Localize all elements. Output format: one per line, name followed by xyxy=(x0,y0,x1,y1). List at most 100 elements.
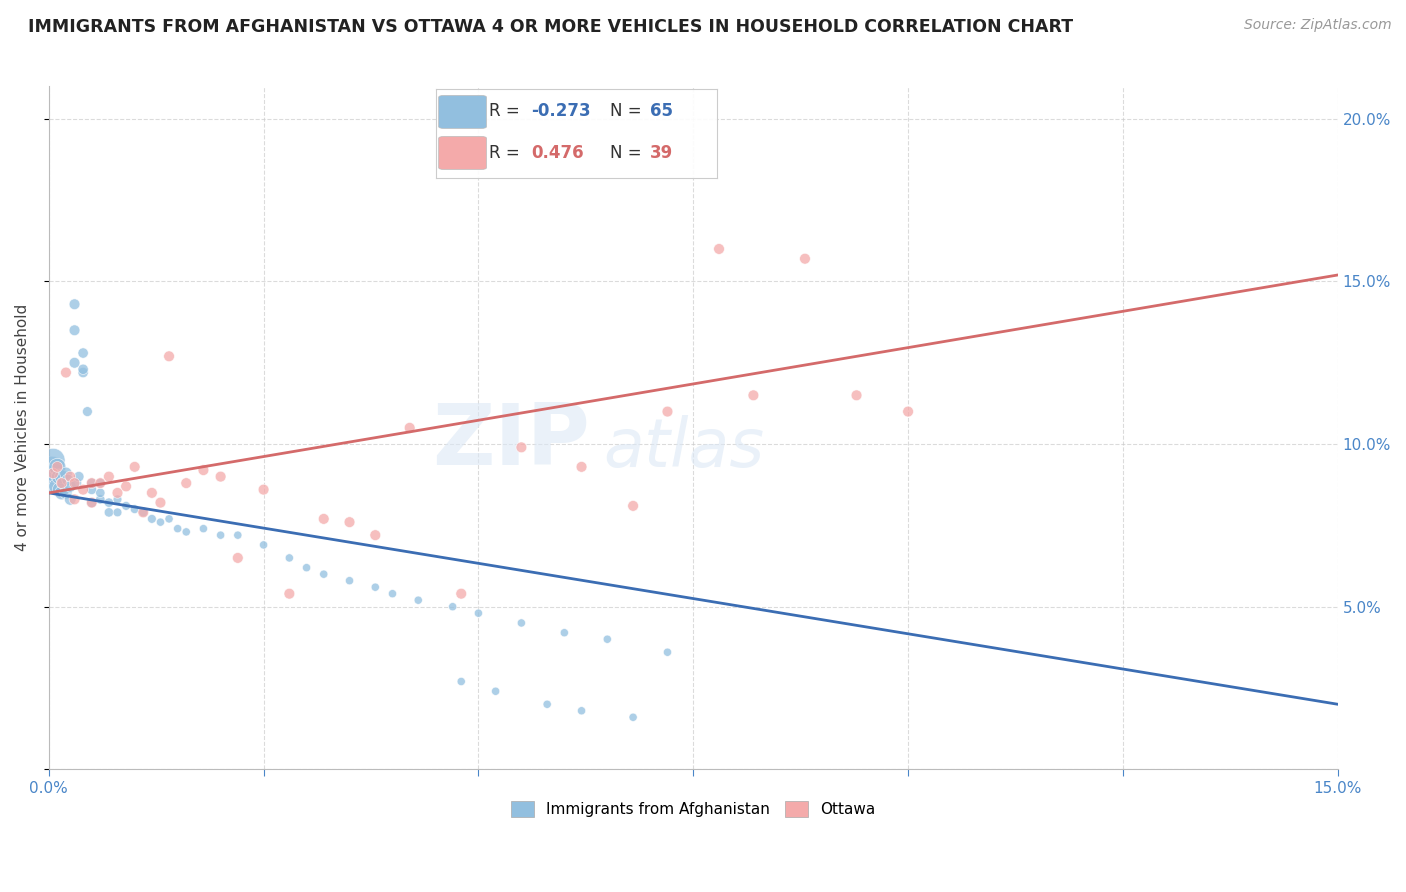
Point xyxy=(72,346,94,360)
Point xyxy=(51,469,73,483)
Point xyxy=(141,486,163,500)
Point xyxy=(49,483,72,497)
Point xyxy=(63,356,86,370)
Point xyxy=(124,459,146,474)
Point xyxy=(157,349,180,363)
Point xyxy=(89,492,111,507)
Point xyxy=(63,492,86,507)
Point xyxy=(65,476,87,491)
Point xyxy=(897,404,920,418)
Text: 0.476: 0.476 xyxy=(531,145,583,162)
Point xyxy=(312,567,335,582)
Point xyxy=(76,404,98,418)
Point xyxy=(89,486,111,500)
Point xyxy=(193,463,215,477)
Point xyxy=(166,522,188,536)
Text: 65: 65 xyxy=(650,103,672,120)
Point xyxy=(157,512,180,526)
Text: IMMIGRANTS FROM AFGHANISTAN VS OTTAWA 4 OR MORE VEHICLES IN HOUSEHOLD CORRELATIO: IMMIGRANTS FROM AFGHANISTAN VS OTTAWA 4 … xyxy=(28,18,1073,36)
Point xyxy=(149,495,172,509)
Point xyxy=(72,362,94,376)
Text: N =: N = xyxy=(610,145,647,162)
Point xyxy=(42,467,65,481)
Point xyxy=(406,593,429,607)
Text: -0.273: -0.273 xyxy=(531,103,591,120)
Point xyxy=(44,476,66,491)
Point xyxy=(794,252,817,266)
Point xyxy=(80,476,103,491)
Point xyxy=(80,495,103,509)
Point xyxy=(571,459,593,474)
Point xyxy=(845,388,868,402)
Point xyxy=(41,463,63,477)
Point xyxy=(124,502,146,516)
Point xyxy=(339,515,361,529)
Point xyxy=(51,476,73,491)
Point xyxy=(56,473,79,487)
Point xyxy=(141,512,163,526)
Legend: Immigrants from Afghanistan, Ottawa: Immigrants from Afghanistan, Ottawa xyxy=(505,795,882,823)
Point xyxy=(193,522,215,536)
Point xyxy=(252,538,274,552)
Point xyxy=(63,476,86,491)
Point xyxy=(48,469,70,483)
Point xyxy=(149,515,172,529)
Point xyxy=(657,404,679,418)
Point xyxy=(707,242,730,256)
Point xyxy=(107,492,129,507)
Point xyxy=(536,698,558,712)
Y-axis label: 4 or more Vehicles in Household: 4 or more Vehicles in Household xyxy=(15,304,30,551)
Point xyxy=(132,505,155,519)
Point xyxy=(52,476,75,491)
Point xyxy=(226,550,249,565)
Point xyxy=(467,606,489,620)
Point xyxy=(295,560,318,574)
Point xyxy=(97,495,120,509)
Point xyxy=(55,486,77,500)
Point xyxy=(115,479,138,493)
Point xyxy=(657,645,679,659)
Point xyxy=(80,476,103,491)
Point xyxy=(46,479,69,493)
Point xyxy=(51,486,73,500)
Text: R =: R = xyxy=(489,103,526,120)
Point xyxy=(63,297,86,311)
Point xyxy=(484,684,506,698)
Point xyxy=(252,483,274,497)
Point xyxy=(364,580,387,594)
Point xyxy=(398,421,420,435)
Point xyxy=(72,483,94,497)
Point xyxy=(278,587,301,601)
Point xyxy=(59,479,82,493)
Point xyxy=(72,366,94,380)
Point xyxy=(571,704,593,718)
Point xyxy=(621,710,644,724)
Point xyxy=(364,528,387,542)
Text: Source: ZipAtlas.com: Source: ZipAtlas.com xyxy=(1244,18,1392,32)
Point xyxy=(80,495,103,509)
Point xyxy=(381,587,404,601)
Point xyxy=(209,528,232,542)
Point xyxy=(46,459,69,474)
Text: 39: 39 xyxy=(650,145,673,162)
Point xyxy=(59,492,82,507)
Point xyxy=(97,505,120,519)
Point xyxy=(89,476,111,491)
Point xyxy=(63,323,86,337)
Point xyxy=(621,499,644,513)
Point xyxy=(132,505,155,519)
Point xyxy=(312,512,335,526)
Text: atlas: atlas xyxy=(603,416,763,482)
Point xyxy=(107,505,129,519)
Text: R =: R = xyxy=(489,145,526,162)
Point xyxy=(510,441,533,455)
Point xyxy=(450,587,472,601)
Point xyxy=(67,469,90,483)
Point xyxy=(42,453,65,467)
Point xyxy=(209,469,232,483)
Point xyxy=(174,476,197,491)
Text: N =: N = xyxy=(610,103,647,120)
Point xyxy=(80,483,103,497)
Point xyxy=(174,524,197,539)
Point xyxy=(59,469,82,483)
